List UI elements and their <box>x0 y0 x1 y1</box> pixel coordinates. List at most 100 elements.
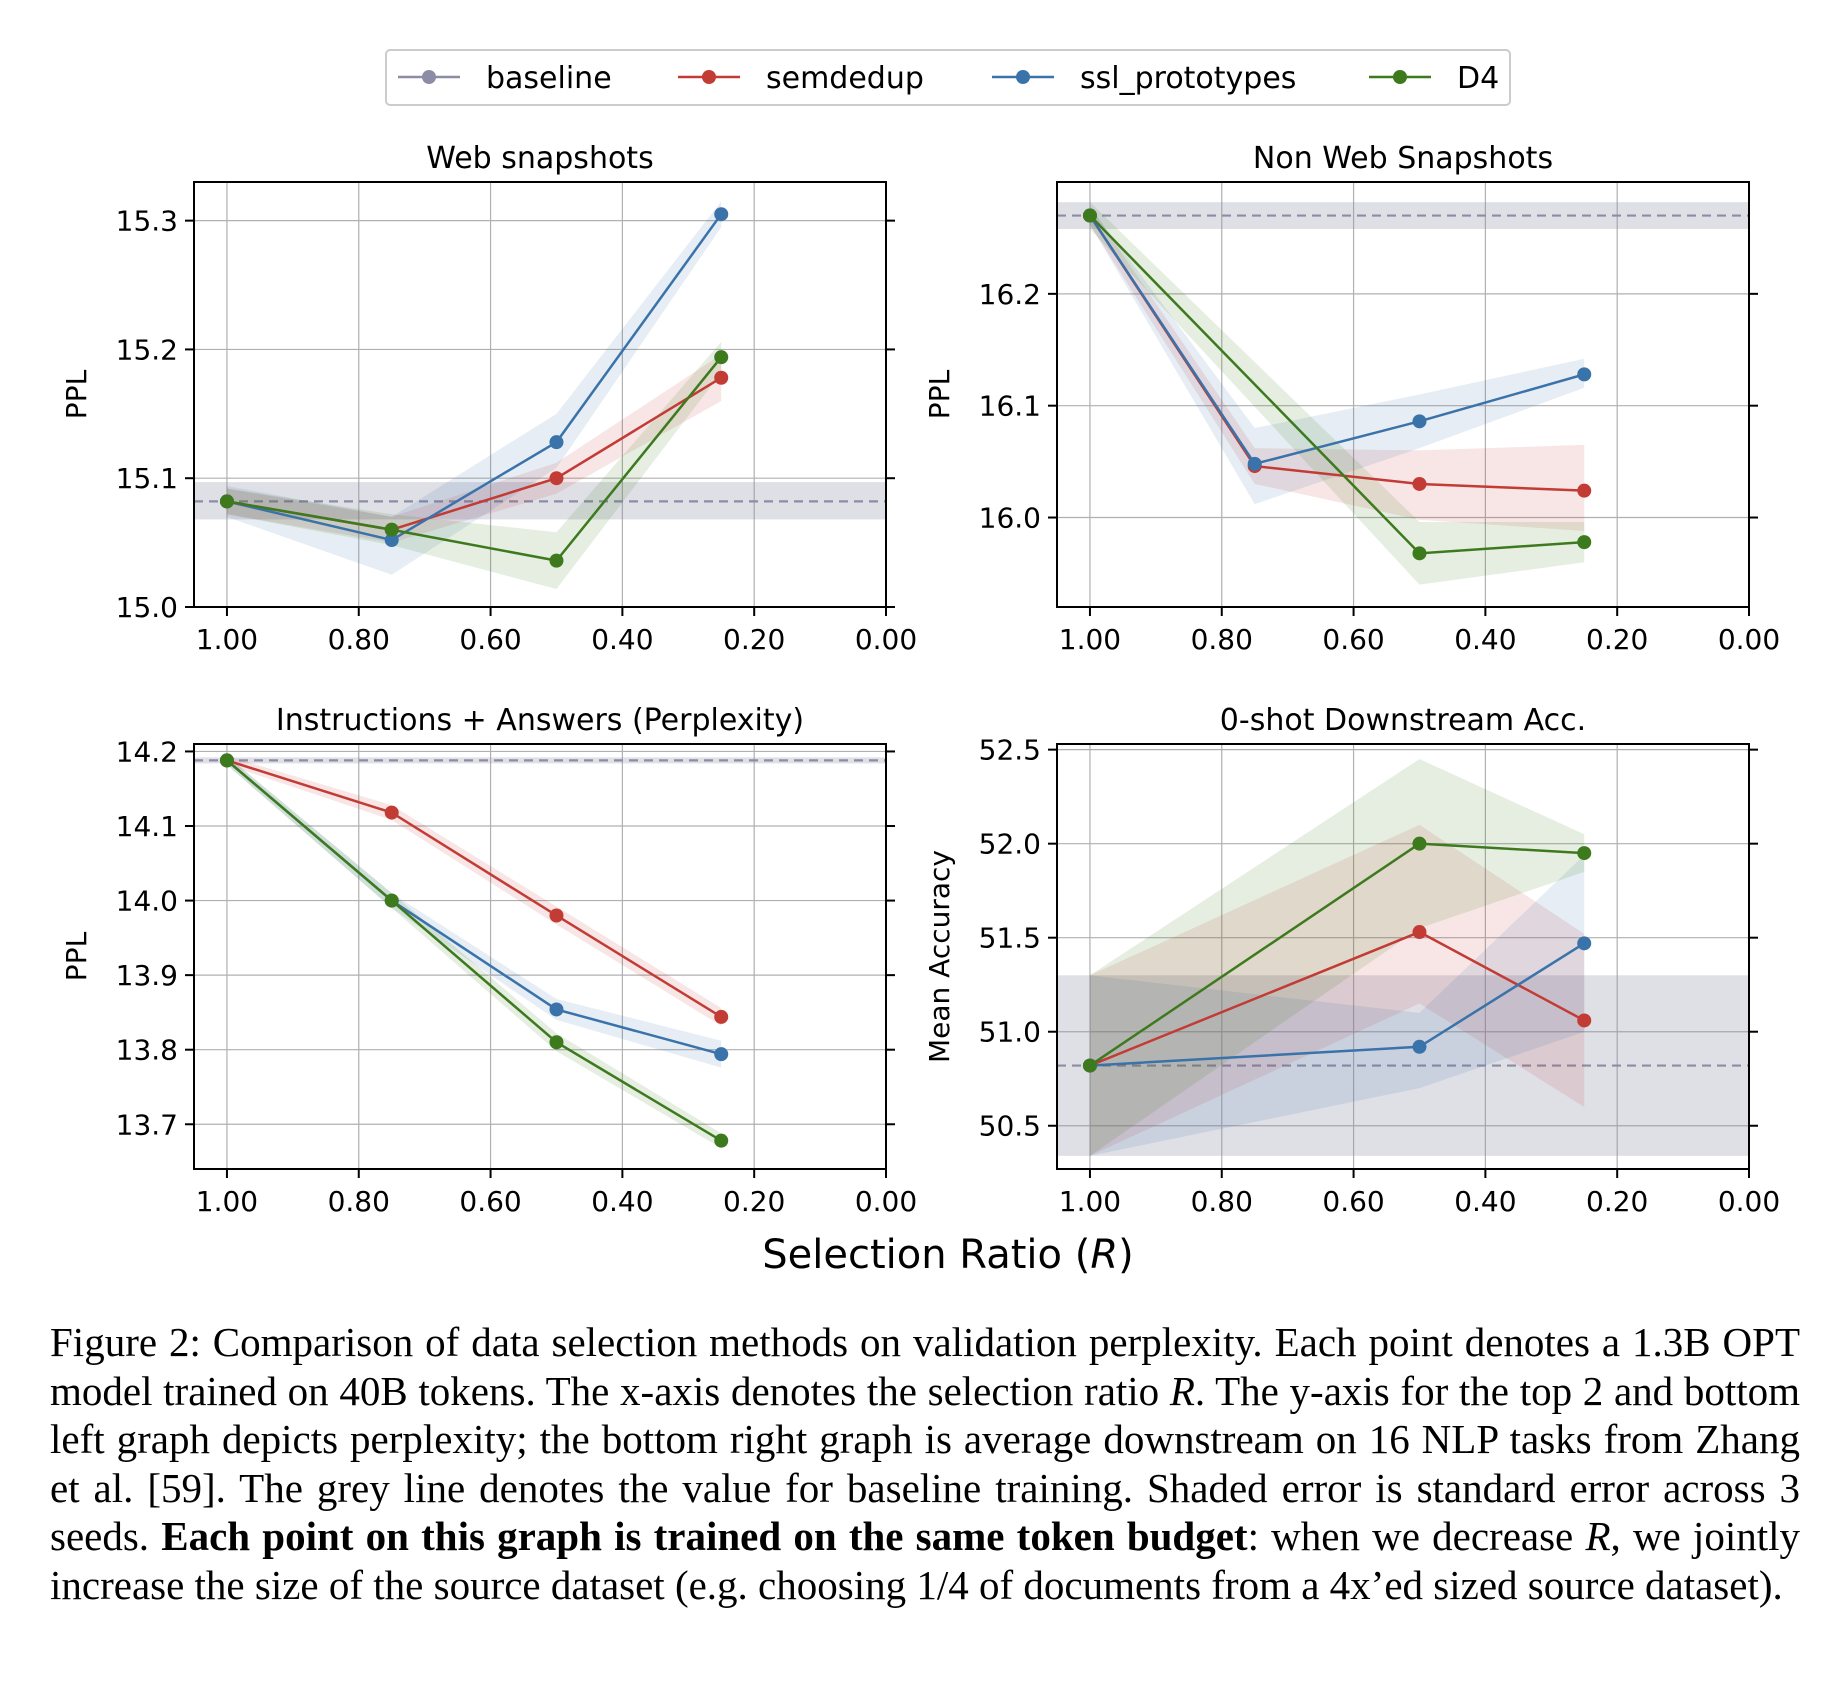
data-point-ssl-prototypes <box>714 207 729 222</box>
error-band-d4 <box>226 341 722 589</box>
error-band-ssl-prototypes <box>226 201 722 575</box>
data-point-semdedup <box>1577 1013 1592 1028</box>
y-tick-label: 15.1 <box>116 462 178 495</box>
x-tick-label: 0.60 <box>1322 623 1384 656</box>
panel-non-web-snapshots: Non Web Snapshots 1.00 0.80 0.60 0.40 0.20 0.0… <box>923 141 1780 656</box>
data-point-ssl-prototypes <box>549 1002 564 1017</box>
data-point-d4 <box>384 522 399 537</box>
panel-title: Web snapshots <box>426 141 653 176</box>
y-tick-label: 14.2 <box>116 735 178 768</box>
data-point-semdedup <box>384 805 399 820</box>
series-line-d4 <box>226 759 722 1142</box>
x-axis-label-suffix: ) <box>1118 1232 1134 1278</box>
caption-part-1: Figure 2: Comparison of data selection m… <box>50 1319 1800 1414</box>
x-tick-label: 0.40 <box>591 1185 653 1218</box>
plot-frame <box>193 181 887 608</box>
series-d4 <box>1082 208 1592 561</box>
data-point-semdedup <box>1577 483 1592 498</box>
y-tick-label: 13.7 <box>116 1108 178 1141</box>
x-tick-label: 0.40 <box>1454 623 1516 656</box>
y-tick-label: 15.0 <box>116 591 178 624</box>
legend-marker-ssl-prototypes <box>1016 70 1030 84</box>
caption-part-3: : when we decrease <box>1247 1513 1586 1559</box>
data-point-d4 <box>1412 546 1427 561</box>
x-tick-label: 0.60 <box>1322 1185 1384 1218</box>
series-line-ssl-prototypes <box>226 759 722 1056</box>
x-tick-label: 0.60 <box>459 1185 521 1218</box>
y-axis-label: Mean Accuracy <box>923 850 956 1063</box>
y-tick-label: 16.2 <box>979 278 1041 311</box>
legend-label-baseline: baseline <box>486 61 612 96</box>
series-line-semdedup <box>226 759 722 1018</box>
x-tick-label: 1.00 <box>196 623 258 656</box>
panel-web-snapshots: Web snapshots 1.00 0.80 0.60 0.40 0.20 0.00 15.… <box>60 141 917 656</box>
data-point-ssl-prototypes <box>549 435 564 450</box>
x-tick-label: 1.00 <box>1059 623 1121 656</box>
y-axis-label: PPL <box>923 369 956 419</box>
data-point-semdedup <box>1412 476 1427 491</box>
data-point-d4 <box>714 350 729 365</box>
panel-downstream-accuracy: 0-shot Downstream Acc. 1.00 0.80 0.60 0.40 0.… <box>923 703 1780 1218</box>
data-point-d4 <box>1577 535 1592 550</box>
legend-entry-baseline: baseline <box>398 61 612 96</box>
y-tick-label: 13.9 <box>116 959 178 992</box>
caption-variable-r-2: R <box>1585 1513 1611 1559</box>
legend-entry-ssl-prototypes: ssl_prototypes <box>992 61 1296 96</box>
x-tick-label: 0.40 <box>1454 1185 1516 1218</box>
x-tick-label: 0.80 <box>328 623 390 656</box>
caption-part-4: , we jointly increase the size of the so… <box>50 1513 1800 1608</box>
legend-entry-d4: D4 <box>1369 61 1499 96</box>
x-tick-label: 0.20 <box>723 623 785 656</box>
x-tick-label: 0.00 <box>1718 623 1780 656</box>
caption-bold: Each point on this graph is trained on t… <box>161 1513 1248 1559</box>
series-ssl-prototypes <box>219 753 729 1062</box>
panel-title: Instructions + Answers (Perplexity) <box>276 703 804 738</box>
y-axis-label: PPL <box>60 931 93 981</box>
x-tick-label: 0.80 <box>1191 1185 1253 1218</box>
x-tick-label: 0.00 <box>855 623 917 656</box>
data-point-semdedup <box>714 370 729 385</box>
data-point-ssl-prototypes <box>1412 414 1427 429</box>
x-axis-label-variable: R <box>1090 1232 1118 1278</box>
plot-frame <box>193 743 887 1170</box>
data-point-ssl-prototypes <box>1577 367 1592 382</box>
data-point-d4 <box>1082 208 1097 223</box>
error-band-ssl-prototypes <box>1089 206 1585 505</box>
error-band-semdedup <box>1089 824 1585 1156</box>
panel-title: 0-shot Downstream Acc. <box>1220 703 1586 738</box>
data-point-semdedup <box>549 908 564 923</box>
data-point-d4 <box>549 1035 564 1050</box>
data-point-semdedup <box>549 471 564 486</box>
figure-caption: Figure 2: Comparison of data selection m… <box>50 1318 1800 1609</box>
data-point-ssl-prototypes <box>714 1047 729 1062</box>
x-tick-label: 0.00 <box>855 1185 917 1218</box>
x-tick-label: 1.00 <box>1059 1185 1121 1218</box>
y-tick-label: 52.0 <box>979 828 1041 861</box>
error-band-d4 <box>226 755 722 1149</box>
error-band-ssl-prototypes <box>226 755 722 1068</box>
x-tick-label: 0.40 <box>591 623 653 656</box>
x-tick-label: 0.20 <box>1586 623 1648 656</box>
plot-frame <box>1056 181 1750 608</box>
series-line-ssl-prototypes <box>226 213 723 542</box>
y-tick-label: 14.1 <box>116 810 178 843</box>
caption-variable-r-1: R <box>1169 1367 1195 1414</box>
x-tick-label: 0.20 <box>723 1185 785 1218</box>
data-point-ssl-prototypes <box>1412 1039 1427 1054</box>
x-tick-label: 1.00 <box>196 1185 258 1218</box>
panel-instructions-answers: Instructions + Answers (Perplexity) 1.00 0… <box>60 703 917 1218</box>
panel-title: Non Web Snapshots <box>1253 141 1553 176</box>
data-point-d4 <box>219 494 234 509</box>
y-tick-label: 52.5 <box>979 734 1041 767</box>
legend-marker-d4 <box>1393 70 1407 84</box>
y-tick-label: 16.1 <box>979 390 1041 423</box>
series-d4 <box>219 753 729 1148</box>
error-band-semdedup <box>226 755 722 1026</box>
y-axis-label: PPL <box>60 369 93 419</box>
data-point-semdedup <box>1412 925 1427 940</box>
legend-label-d4: D4 <box>1457 61 1499 96</box>
y-tick-label: 16.0 <box>979 502 1041 535</box>
y-tick-label: 15.3 <box>116 205 178 238</box>
x-tick-label: 0.00 <box>1718 1185 1780 1218</box>
legend-entry-semdedup: semdedup <box>678 61 924 96</box>
